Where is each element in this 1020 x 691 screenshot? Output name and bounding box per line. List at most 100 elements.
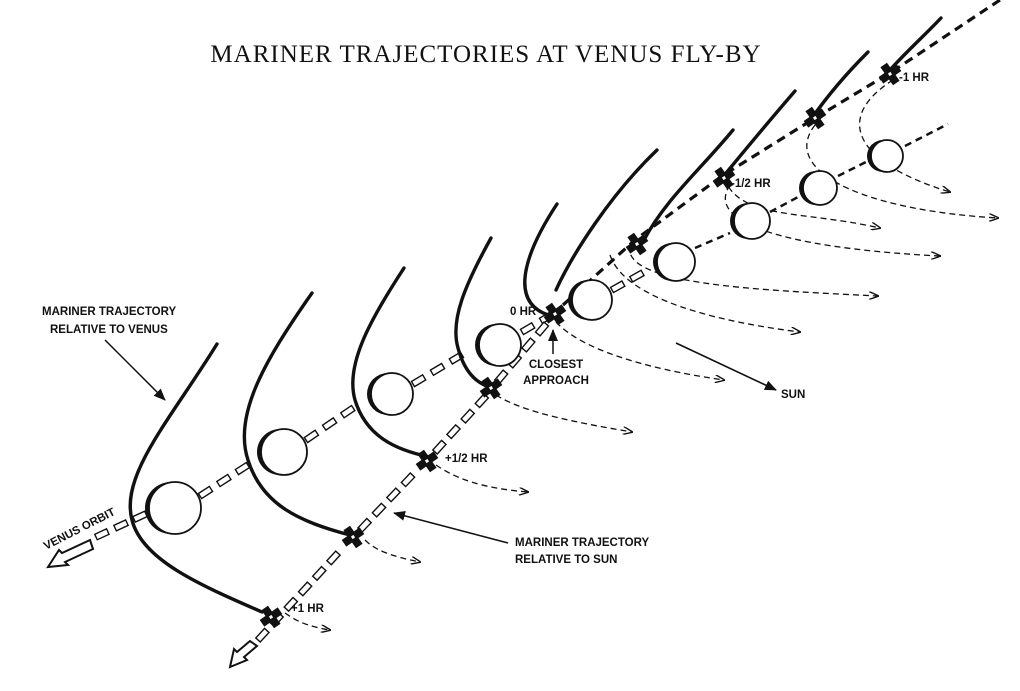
dashed-path <box>495 394 632 432</box>
planet-disk <box>370 372 414 416</box>
sun-traj-dash <box>297 581 313 597</box>
venus-planet <box>730 202 771 240</box>
venus-planet <box>367 372 414 416</box>
spacecraft-core <box>721 175 727 181</box>
venus-planet <box>653 242 696 282</box>
venus-planet <box>145 481 202 535</box>
spacecraft-icon <box>415 449 439 473</box>
venus-relative-curve <box>810 50 870 120</box>
dashed-paths <box>284 79 998 630</box>
venus-relative-curve <box>642 128 735 242</box>
venus-relative-curve <box>454 236 494 390</box>
time-label-plus-half: +1/2 HR <box>445 453 488 465</box>
sun-direction-arrow <box>675 342 777 391</box>
venus-relative-curve <box>523 202 559 317</box>
dashed-path <box>364 539 420 562</box>
spacecraft-core <box>552 311 558 317</box>
orbit-dash <box>339 404 356 419</box>
mariner-sun-trajectory-line <box>254 0 1001 644</box>
sun-traj-dash <box>534 321 550 337</box>
sun-traj-dash <box>445 423 462 440</box>
closest-approach-label-1: CLOSEST <box>529 359 583 371</box>
dashed-path <box>284 612 330 630</box>
planet-disk <box>733 202 771 240</box>
dashed-path <box>435 464 528 492</box>
venus-relative-curve <box>888 16 943 72</box>
spacecraft-icon <box>479 376 503 400</box>
dashed-path <box>723 177 880 228</box>
sun-trajectory-arrow <box>228 639 259 669</box>
planet-disk <box>870 139 904 173</box>
orbit-dash <box>429 362 446 377</box>
venus-relative-curves <box>128 16 943 614</box>
sun-traj-dash <box>283 596 299 613</box>
orbit-dash <box>197 485 214 500</box>
planet-disk <box>571 279 613 321</box>
orbit-dash <box>112 519 130 532</box>
venus-relative-label-1: MARINER TRAJECTORY <box>42 306 177 318</box>
planet-disk <box>656 242 696 282</box>
sun-relative-label-1: MARINER TRAJECTORY <box>515 537 650 549</box>
planet-disk <box>802 170 838 206</box>
diagram-title: MARINER TRAJECTORIES AT VENUS FLY-BY <box>210 41 761 68</box>
dashed-path <box>806 124 998 218</box>
orbit-dash <box>215 473 232 488</box>
sun-relative-label-2: RELATIVE TO SUN <box>515 554 617 566</box>
dashed-path <box>724 184 940 256</box>
planet-disk <box>260 428 308 476</box>
sun-traj-dash <box>520 337 536 353</box>
sun-traj-dash <box>325 550 342 566</box>
venus-relative-label-2: RELATIVE TO VENUS <box>50 324 168 336</box>
venus-planet <box>475 323 522 367</box>
sun-relative-pointer <box>393 510 509 544</box>
closest-approach-label-2: APPROACH <box>523 375 589 387</box>
spacecraft-icon <box>543 302 567 326</box>
spacecraft-icon <box>259 605 283 629</box>
sun-label: SUN <box>781 389 805 401</box>
sun-traj-dash <box>254 627 270 644</box>
venus-relative-curve <box>242 291 352 537</box>
spacecraft-icon <box>803 106 827 130</box>
venus-planet <box>257 428 308 476</box>
orbit-dash <box>628 269 645 283</box>
venus-orbit-arrow <box>46 538 95 569</box>
orbit-dash <box>609 280 626 294</box>
orbit-dash-thin <box>694 122 949 250</box>
venus-relative-curve <box>128 342 264 614</box>
orbit-dash <box>93 527 110 541</box>
planet-disk <box>148 481 202 535</box>
venus-planet <box>867 139 904 173</box>
orbit-dash <box>321 416 338 432</box>
dashed-path <box>609 254 800 332</box>
orbit-dash <box>234 461 251 476</box>
spacecraft-icon <box>341 525 365 549</box>
venus-relative-pointer <box>104 339 166 401</box>
venus-relative-curve <box>554 148 659 292</box>
orbit-dash <box>131 510 149 523</box>
time-label-zero: 0 HR <box>510 306 537 318</box>
spacecraft-core <box>488 385 494 391</box>
venus-relative-curve <box>351 266 432 459</box>
sun-traj-dash <box>460 408 476 425</box>
time-label-minus-half: -1/2 HR <box>731 178 771 190</box>
spacecraft-symbols <box>259 62 902 629</box>
orbit-dash <box>303 429 320 444</box>
spacecraft-core <box>268 614 274 620</box>
spacecraft-core <box>424 458 430 464</box>
sun-traj-bold-dash <box>561 0 1001 307</box>
sun-traj-dash <box>431 439 447 456</box>
venus-planet <box>799 170 838 206</box>
venus-positions <box>145 139 904 535</box>
dashed-path <box>629 244 878 296</box>
dashed-path <box>555 321 724 380</box>
spacecraft-core <box>350 534 356 540</box>
sun-traj-dash <box>385 487 402 503</box>
spacecraft-icon <box>878 62 902 86</box>
venus-relative-curve <box>720 89 797 180</box>
planet-disk <box>478 323 522 367</box>
spacecraft-core <box>812 115 818 121</box>
spacecraft-icon <box>625 232 649 256</box>
time-label-minus-1: -1 HR <box>899 72 930 84</box>
spacecraft-icon <box>712 166 736 190</box>
